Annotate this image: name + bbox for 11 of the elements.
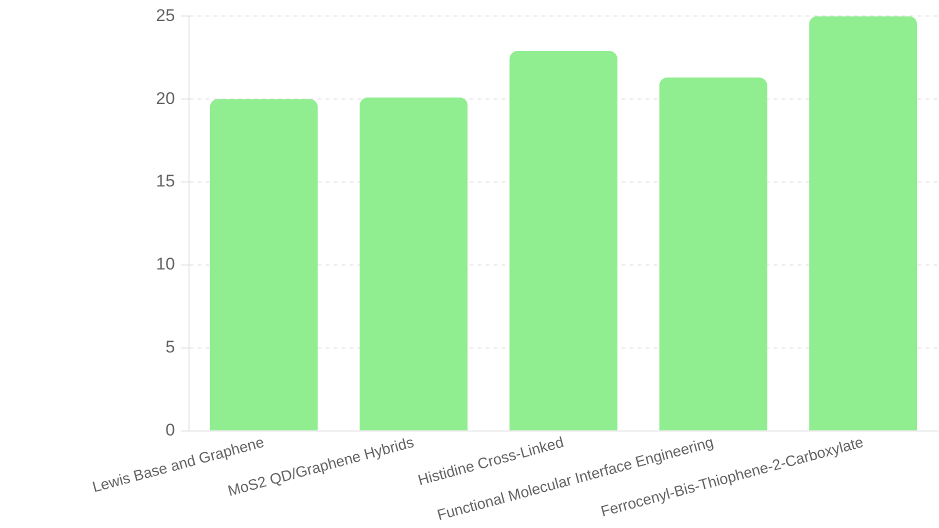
y-tick-label: 15 [156,172,175,191]
bar [360,97,468,430]
bar [510,51,618,430]
y-tick-label: 10 [156,254,175,274]
bar [809,16,918,430]
y-tick-label: 0 [165,420,175,440]
bar [659,78,768,430]
y-tick-label: 5 [165,338,175,357]
bar [210,99,318,430]
y-tick-label: 25 [156,6,175,25]
y-tick-label: 20 [156,88,175,108]
